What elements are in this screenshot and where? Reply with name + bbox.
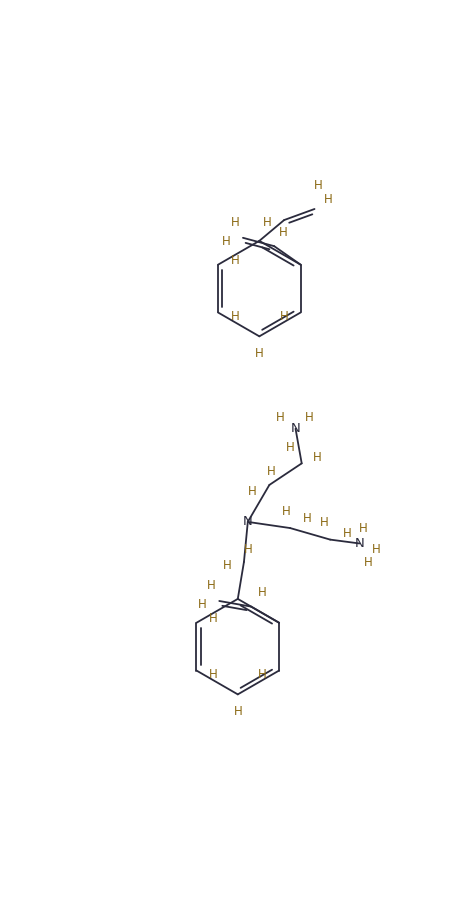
Text: H: H bbox=[343, 527, 351, 540]
Text: H: H bbox=[209, 668, 218, 681]
Text: H: H bbox=[230, 255, 239, 267]
Text: H: H bbox=[231, 216, 239, 229]
Text: H: H bbox=[320, 516, 328, 529]
Text: H: H bbox=[282, 505, 291, 518]
Text: H: H bbox=[230, 309, 239, 323]
Text: H: H bbox=[255, 347, 264, 360]
Text: H: H bbox=[279, 309, 288, 323]
Text: H: H bbox=[258, 587, 266, 599]
Text: H: H bbox=[207, 579, 216, 592]
Text: H: H bbox=[364, 556, 373, 570]
Text: H: H bbox=[303, 512, 311, 526]
Text: H: H bbox=[198, 598, 207, 612]
Text: H: H bbox=[267, 465, 275, 477]
Text: H: H bbox=[263, 216, 272, 229]
Text: H: H bbox=[324, 193, 333, 206]
Text: H: H bbox=[209, 613, 218, 625]
Text: H: H bbox=[258, 668, 267, 681]
Text: H: H bbox=[223, 560, 231, 572]
Text: H: H bbox=[276, 411, 285, 423]
Text: N: N bbox=[243, 516, 253, 528]
Text: H: H bbox=[233, 705, 242, 718]
Text: H: H bbox=[313, 450, 321, 464]
Text: N: N bbox=[291, 422, 300, 435]
Text: H: H bbox=[279, 226, 288, 239]
Text: H: H bbox=[222, 235, 230, 248]
Text: N: N bbox=[355, 537, 364, 550]
Text: H: H bbox=[314, 179, 323, 192]
Text: H: H bbox=[248, 484, 257, 498]
Text: H: H bbox=[243, 543, 252, 556]
Text: H: H bbox=[305, 411, 314, 423]
Text: H: H bbox=[359, 521, 367, 535]
Text: H: H bbox=[286, 441, 295, 455]
Text: H: H bbox=[372, 543, 381, 556]
